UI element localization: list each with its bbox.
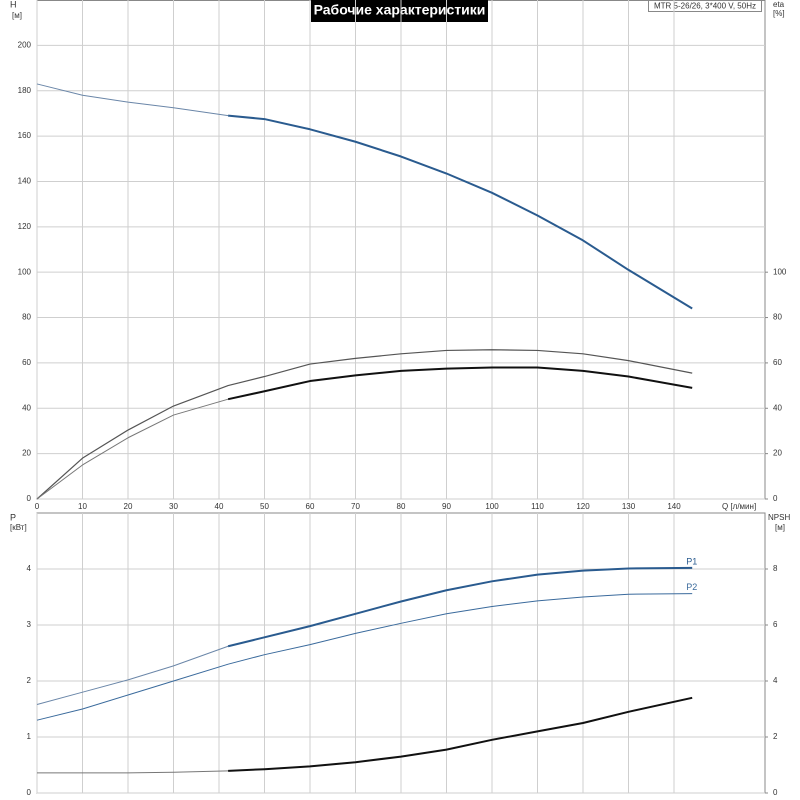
series-label: P2 [686,582,697,592]
y-tick-label: 100 [18,267,32,276]
y2-tick-label: 2 [773,732,778,741]
curve [36,349,693,500]
curve [36,593,693,721]
x-tick-label: 0 [35,502,40,511]
y-tick-label: 80 [22,313,31,322]
y-tick-label: 200 [18,40,32,49]
y-tick-label: 4 [27,564,32,573]
curve [227,566,693,648]
y2-tick-label: 40 [773,403,782,412]
x-tick-label: 70 [351,502,360,511]
x-tick-label: 10 [78,502,87,511]
curve [36,645,229,706]
y-tick-label: 160 [18,131,32,140]
x-axis-label: Q [л/мин] [722,502,756,511]
series-label: P1 [686,556,697,566]
y-tick-label: 140 [18,177,32,186]
y-tick-label: 0 [27,494,32,503]
y2-axis-unit: [м] [775,523,785,532]
y-tick-label: 40 [22,403,31,412]
info-box [648,0,762,12]
y-tick-label: 1 [27,732,32,741]
x-tick-label: 120 [576,502,590,511]
y2-axis-unit: [%] [773,9,785,18]
x-tick-label: 130 [622,502,636,511]
x-tick-label: 50 [260,502,269,511]
y2-axis-label: NPSH [768,513,790,522]
x-tick-label: 100 [485,502,499,511]
y-tick-label: 180 [18,86,32,95]
x-tick-label: 20 [124,502,133,511]
x-tick-label: 60 [306,502,315,511]
y-tick-label: 3 [27,620,32,629]
y2-tick-label: 100 [773,267,787,276]
y2-tick-label: 60 [773,358,782,367]
x-tick-label: 30 [169,502,178,511]
y-tick-label: 60 [22,358,31,367]
y2-tick-label: 8 [773,564,778,573]
y2-tick-label: 0 [773,788,778,797]
y-tick-label: 120 [18,222,32,231]
y-axis-label: P [10,512,16,522]
curve [36,398,229,500]
x-tick-label: 80 [397,502,406,511]
chart-title: Рабочие характеристики [314,2,486,18]
y-axis-unit: [м] [12,11,22,20]
info-text: MTR 5-26/26, 3*400 V, 50Hz [654,2,756,11]
y-axis-unit: [кВт] [10,523,27,532]
curve [228,114,693,310]
y-tick-label: 20 [22,449,31,458]
y-axis-label: H [10,0,17,9]
y2-tick-label: 4 [773,676,778,685]
y2-tick-label: 0 [773,494,778,503]
x-tick-label: 90 [442,502,451,511]
x-tick-label: 40 [215,502,224,511]
x-tick-label: 110 [531,502,544,511]
y-tick-label: 2 [27,676,32,685]
x-tick-label: 140 [667,502,681,511]
y2-tick-label: 6 [773,620,778,629]
y-tick-label: 0 [27,788,32,797]
curve [37,770,229,774]
y2-tick-label: 20 [773,449,782,458]
curve [227,366,693,401]
curve [36,83,229,117]
y2-axis-label: eta [773,0,785,9]
curve [228,696,693,772]
y2-tick-label: 80 [773,313,782,322]
